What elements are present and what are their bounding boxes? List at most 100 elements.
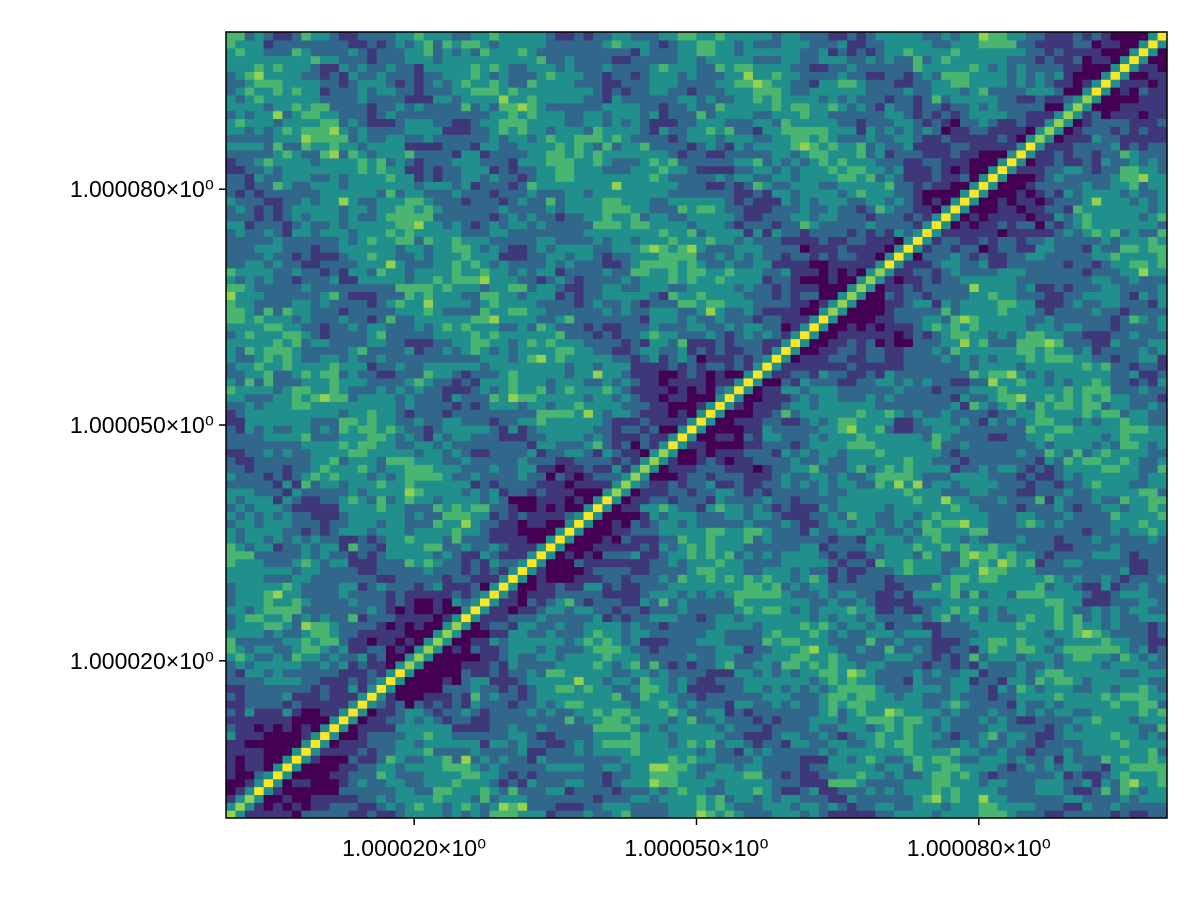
- heatmap-cell: [442, 212, 453, 222]
- heatmap-cell: [611, 542, 622, 552]
- heatmap-cell: [527, 448, 538, 458]
- heatmap-cell: [235, 487, 246, 497]
- heatmap-cell: [508, 723, 519, 733]
- heatmap-cell: [508, 731, 519, 740]
- heatmap-cell: [367, 542, 378, 552]
- heatmap-cell: [395, 802, 406, 811]
- heatmap-cell: [640, 338, 651, 347]
- heatmap-cell: [668, 47, 679, 57]
- heatmap-cell: [320, 63, 331, 72]
- heatmap-cell: [376, 778, 387, 788]
- heatmap-cell: [254, 252, 265, 261]
- heatmap-cell: [649, 582, 660, 591]
- heatmap-cell: [574, 707, 585, 717]
- heatmap-cell: [508, 566, 519, 575]
- heatmap-cell: [301, 566, 312, 575]
- heatmap-cell: [592, 110, 603, 120]
- heatmap-cell: [470, 409, 481, 418]
- heatmap-cell: [640, 707, 651, 717]
- heatmap-cell: [433, 786, 444, 796]
- heatmap-cell: [367, 338, 378, 347]
- heatmap-cell: [244, 385, 255, 395]
- heatmap-cell: [621, 535, 632, 544]
- heatmap-cell: [536, 417, 547, 426]
- heatmap-cell: [263, 142, 274, 151]
- heatmap-cell: [677, 707, 688, 717]
- heatmap-cell: [395, 582, 406, 591]
- heatmap-cell: [536, 472, 547, 481]
- heatmap-cell: [611, 558, 622, 568]
- heatmap-cell: [630, 582, 641, 591]
- heatmap-cell: [414, 456, 425, 465]
- heatmap-cell: [338, 519, 349, 528]
- heatmap-cell: [273, 134, 284, 143]
- heatmap-cell: [480, 794, 491, 803]
- heatmap-cell: [470, 778, 481, 788]
- heatmap-cell: [687, 747, 698, 756]
- heatmap-cell: [357, 369, 368, 379]
- heatmap-cell: [630, 267, 641, 277]
- heatmap-cell: [574, 220, 585, 230]
- heatmap-cell: [649, 700, 660, 709]
- heatmap-cell: [301, 503, 312, 513]
- heatmap-cell: [687, 558, 698, 568]
- heatmap-cell: [564, 550, 575, 560]
- heatmap-cell: [470, 487, 481, 497]
- heatmap-cell: [517, 228, 528, 237]
- heatmap-cell: [273, 739, 284, 748]
- heatmap-cell: [658, 94, 669, 104]
- heatmap-cell: [592, 770, 603, 780]
- heatmap-cell: [310, 118, 321, 127]
- heatmap-cell: [254, 692, 265, 701]
- heatmap-cell: [480, 495, 491, 505]
- heatmap-cell: [404, 448, 415, 458]
- heatmap-cell: [668, 668, 679, 678]
- heatmap-cell: [367, 369, 378, 379]
- heatmap-cell: [254, 542, 265, 552]
- heatmap-cell: [687, 102, 698, 112]
- heatmap-cell: [367, 157, 378, 167]
- heatmap-cell: [668, 747, 679, 756]
- heatmap-cell: [301, 236, 312, 245]
- heatmap-cell: [291, 700, 302, 709]
- heatmap-cell: [687, 731, 698, 740]
- heatmap-cell: [338, 267, 349, 277]
- heatmap-cell: [433, 236, 444, 245]
- heatmap-cell: [433, 597, 444, 607]
- heatmap-cell: [564, 236, 575, 245]
- heatmap-cell: [404, 425, 415, 434]
- heatmap-cell: [630, 755, 641, 764]
- heatmap-cell: [451, 118, 462, 127]
- heatmap-cell: [640, 322, 651, 332]
- heatmap-cell: [404, 204, 415, 214]
- heatmap-cell: [414, 637, 425, 646]
- heatmap-cell: [385, 739, 396, 748]
- heatmap-cell: [508, 377, 519, 387]
- heatmap-cell: [668, 456, 679, 465]
- heatmap-cell: [602, 134, 613, 143]
- heatmap-cell: [263, 291, 274, 300]
- heatmap-cell: [677, 259, 688, 269]
- heatmap-cell: [480, 762, 491, 772]
- heatmap-cell: [385, 338, 396, 347]
- heatmap-cell: [536, 126, 547, 135]
- heatmap-cell: [338, 314, 349, 324]
- heatmap-cell: [254, 747, 265, 756]
- heatmap-cell: [649, 519, 660, 528]
- heatmap-cell: [574, 346, 585, 355]
- heatmap-cell: [320, 550, 331, 560]
- heatmap-cell: [376, 212, 387, 222]
- heatmap-cell: [442, 228, 453, 237]
- heatmap-cell: [611, 692, 622, 701]
- heatmap-cell: [254, 181, 265, 190]
- heatmap-cell: [611, 299, 622, 308]
- heatmap-cell: [461, 723, 472, 733]
- heatmap-cell: [282, 283, 293, 292]
- heatmap-cell: [545, 432, 556, 442]
- heatmap-cell: [461, 495, 472, 505]
- heatmap-cell: [442, 739, 453, 748]
- heatmap-cell: [498, 385, 509, 395]
- heatmap-cell: [583, 338, 594, 347]
- heatmap-cell: [621, 409, 632, 418]
- heatmap-cell: [658, 432, 669, 442]
